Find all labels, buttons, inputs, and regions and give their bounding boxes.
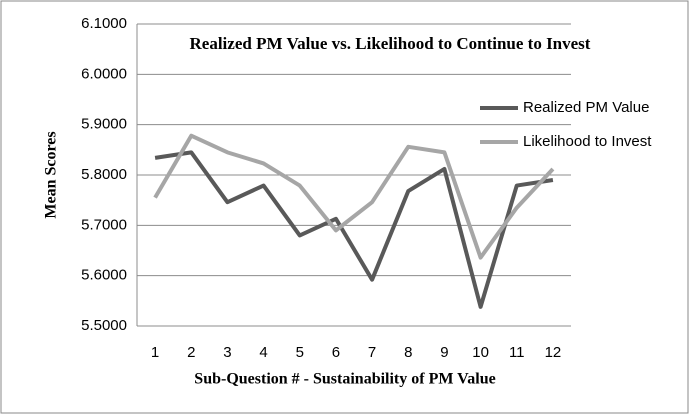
x-tick-label: 12 [545, 344, 562, 361]
y-axis-label: Mean Scores [43, 131, 60, 218]
series-line [154, 150, 554, 309]
x-tick-label: 1 [151, 344, 159, 361]
x-tick-label: 3 [223, 344, 231, 361]
x-tick-label: 5 [296, 344, 304, 361]
y-tick-label: 5.6000 [81, 267, 127, 284]
chart-title: Realized PM Value vs. Likelihood to Cont… [190, 34, 591, 53]
legend-label: Likelihood to Invest [523, 133, 652, 150]
x-tick-label: 7 [368, 344, 376, 361]
y-tick-label: 6.0000 [81, 65, 127, 82]
y-tick-label: 5.5000 [81, 317, 127, 334]
series-line [153, 133, 555, 260]
y-tick-label: 5.9000 [81, 116, 127, 133]
x-tick-label: 2 [187, 344, 195, 361]
legend-label: Realized PM Value [523, 99, 649, 116]
y-tick-label: 5.7000 [81, 216, 127, 233]
x-tick-label: 8 [404, 344, 412, 361]
x-tick-label: 11 [509, 344, 525, 361]
x-tick-label: 9 [440, 344, 448, 361]
y-tick-label: 5.8000 [81, 166, 127, 183]
x-tick-label: 6 [332, 344, 340, 361]
x-axis-label: Sub-Question # - Sustainability of PM Va… [194, 371, 495, 388]
x-tick-label: 4 [259, 344, 267, 361]
y-tick-label: 6.1000 [81, 15, 127, 32]
x-tick-label: 10 [472, 344, 489, 361]
